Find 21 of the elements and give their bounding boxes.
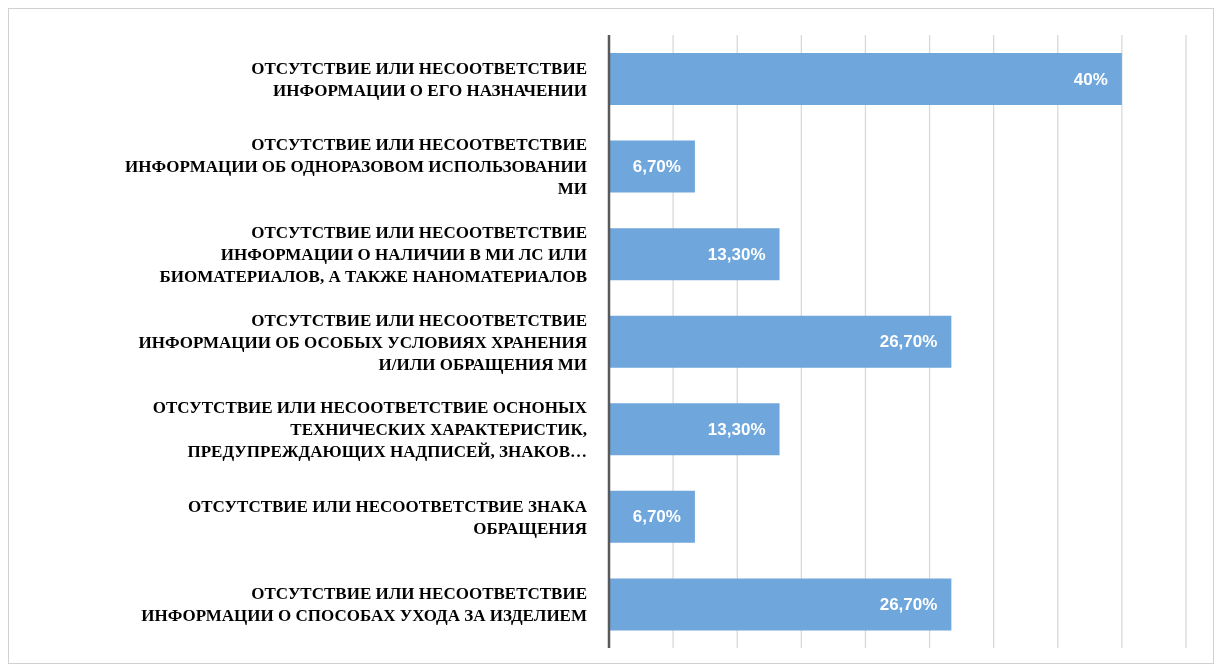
bar (609, 490, 695, 543)
y-tick-label: ОТСУТСТВИЕ ИЛИ НЕСООТВЕТСТВИЕ ЗНАКА ОБРАЩЕНИЯ (187, 496, 588, 538)
data-label: 13,30% (707, 244, 766, 264)
y-tick-label: ОТСУТСТВИЕ ИЛИ НЕСООТВЕТСТВИЕ ОСНОНЫХ ТЕХНИЧЕСКИХ ХАРАКТЕРИСТИК, ПРЕДУПРЕЖДАЮЩИХ НАДПИСЕЙ, ЗНАКОВ… (152, 397, 588, 461)
y-tick-label: ОТСУТСТВИЕ ИЛИ НЕСООТВЕТСТВИЕ ИНФОРМАЦИИ ОБ ОСОБЫХ УСЛОВИЯХ ХРАНЕНИЯ И/ИЛИ ОБРАЩЕНИЯ МИ (138, 310, 587, 373)
data-label: 13,30% (707, 419, 766, 439)
y-tick-label: ОТСУТСТВИЕ ИЛИ НЕСООТВЕТСТВИЕ ИНФОРМАЦИИ О СПОСОБАХ УХОДА ЗА ИЗДЕЛИЕМ (141, 583, 587, 625)
y-tick-label: ОТСУТСТВИЕ ИЛИ НЕСООТВЕТСТВИЕ ИНФОРМАЦИИ О НАЛИЧИИ В МИ ЛС ИЛИ БИОМАТЕРИАЛОВ, А ТАКЖЕ НАНОМАТЕРИАЛОВ (159, 222, 587, 286)
y-tick-label: ОТСУТСТВИЕ ИЛИ НЕСООТВЕТСТВИЕ ИНФОРМАЦИИ О ЕГО НАЗНАЧЕНИИ (251, 58, 587, 100)
y-tick-label: ОТСУТСТВИЕ ИЛИ НЕСООТВЕТСТВИЕ ИНФОРМАЦИИ ОБ ОДНОРАЗОВОМ ИСПОЛЬЗОВАНИИ МИ (125, 134, 587, 198)
bar (609, 228, 780, 281)
data-label: 6,70% (632, 157, 681, 177)
data-label: 6,70% (632, 507, 681, 527)
data-label: 26,70% (879, 332, 938, 352)
data-label: 40% (1073, 69, 1108, 89)
bar (609, 140, 695, 193)
bar (609, 403, 780, 456)
bar (609, 53, 1122, 105)
data-label: 26,70% (879, 594, 938, 614)
bar (609, 315, 952, 368)
bar (609, 578, 952, 631)
